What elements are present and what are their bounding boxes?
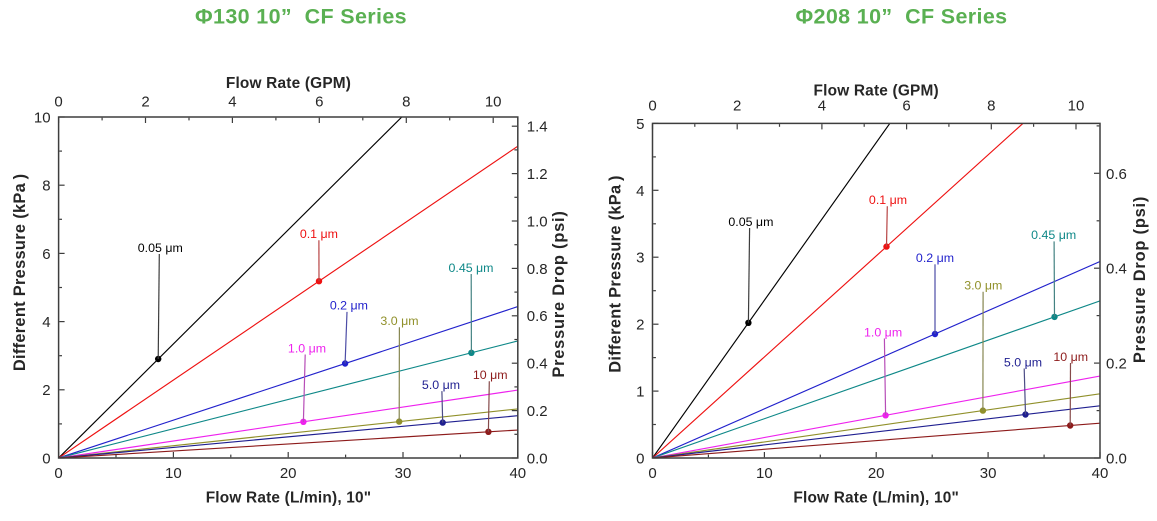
svg-text:4: 4 [818,98,826,115]
svg-text:0.2 μm: 0.2 μm [330,299,368,313]
svg-text:1: 1 [636,384,644,401]
svg-text:0: 0 [54,93,62,110]
svg-text:0.2: 0.2 [1106,356,1127,373]
svg-text:8: 8 [402,93,410,110]
svg-text:0.8: 0.8 [527,261,548,278]
svg-text:10 μm: 10 μm [473,368,508,382]
svg-text:Flow Rate (GPM): Flow Rate (GPM) [226,75,351,92]
svg-text:5: 5 [636,116,644,133]
svg-text:2: 2 [636,317,644,334]
svg-text:3.0 μm: 3.0 μm [964,279,1002,293]
svg-text:0.45 μm: 0.45 μm [448,261,493,275]
svg-text:0: 0 [42,450,50,467]
svg-text:10: 10 [1068,98,1085,115]
svg-text:40: 40 [509,465,526,482]
svg-text:0.1 μm: 0.1 μm [869,193,907,207]
svg-text:6: 6 [902,98,910,115]
svg-text:5.0 μm: 5.0 μm [422,378,460,392]
svg-text:1.0: 1.0 [527,213,548,230]
svg-text:10: 10 [485,93,502,110]
svg-text:Pressure Drop (psi): Pressure Drop (psi) [1131,196,1149,363]
svg-text:0.6: 0.6 [1106,166,1127,183]
svg-text:0.1 μm: 0.1 μm [300,227,338,241]
svg-text:10 μm: 10 μm [1053,350,1088,364]
svg-text:0.45 μm: 0.45 μm [1031,228,1076,242]
svg-text:4: 4 [42,314,50,331]
svg-text:2: 2 [141,93,149,110]
svg-text:30: 30 [395,465,412,482]
svg-text:0.05 μm: 0.05 μm [138,241,183,255]
svg-text:Flow Rate (GPM): Flow Rate (GPM) [814,83,939,100]
svg-text:20: 20 [280,465,297,482]
svg-text:0.05 μm: 0.05 μm [728,215,773,229]
svg-text:Φ208 10” CF Series: Φ208 10” CF Series [796,5,1008,29]
svg-text:Different Pressure (kPa ): Different Pressure (kPa ) [11,174,29,372]
svg-text:2: 2 [42,382,50,399]
svg-text:0: 0 [636,450,644,467]
svg-text:0.6: 0.6 [527,308,548,325]
svg-text:1.4: 1.4 [527,119,548,136]
svg-text:3.0 μm: 3.0 μm [380,314,418,328]
svg-text:2: 2 [733,98,741,115]
svg-text:Flow Rate (L/min), 10": Flow Rate (L/min), 10" [793,489,959,506]
svg-text:5.0 μm: 5.0 μm [1004,355,1042,369]
svg-text:10: 10 [756,465,773,482]
svg-text:40: 40 [1092,465,1109,482]
svg-text:1.0 μm: 1.0 μm [288,341,326,355]
svg-text:0: 0 [54,465,62,482]
svg-text:0.2: 0.2 [527,403,548,420]
svg-text:3: 3 [636,250,644,267]
svg-text:1.2: 1.2 [527,166,548,183]
svg-text:Φ130 10” CF Series: Φ130 10” CF Series [195,5,407,29]
svg-text:1.0 μm: 1.0 μm [864,325,902,339]
svg-text:8: 8 [987,98,995,115]
svg-text:10: 10 [165,465,182,482]
svg-text:0.0: 0.0 [527,450,548,467]
svg-text:10: 10 [34,110,51,127]
svg-text:8: 8 [42,178,50,195]
svg-text:Pressure Drop (psi): Pressure Drop (psi) [550,210,568,377]
svg-text:4: 4 [228,93,236,110]
svg-text:0: 0 [648,465,656,482]
svg-text:0.4: 0.4 [1106,261,1127,278]
svg-text:30: 30 [980,465,997,482]
svg-text:4: 4 [636,183,644,200]
svg-text:20: 20 [868,465,885,482]
svg-text:0.2 μm: 0.2 μm [916,251,954,265]
svg-text:Flow Rate (L/min), 10": Flow Rate (L/min), 10" [206,489,372,506]
svg-text:Different Pressure (kPa ): Different Pressure (kPa ) [607,175,625,373]
svg-text:0.4: 0.4 [527,356,548,373]
svg-text:6: 6 [315,93,323,110]
svg-text:0: 0 [648,98,656,115]
svg-text:0.0: 0.0 [1106,450,1127,467]
svg-text:6: 6 [42,246,50,263]
